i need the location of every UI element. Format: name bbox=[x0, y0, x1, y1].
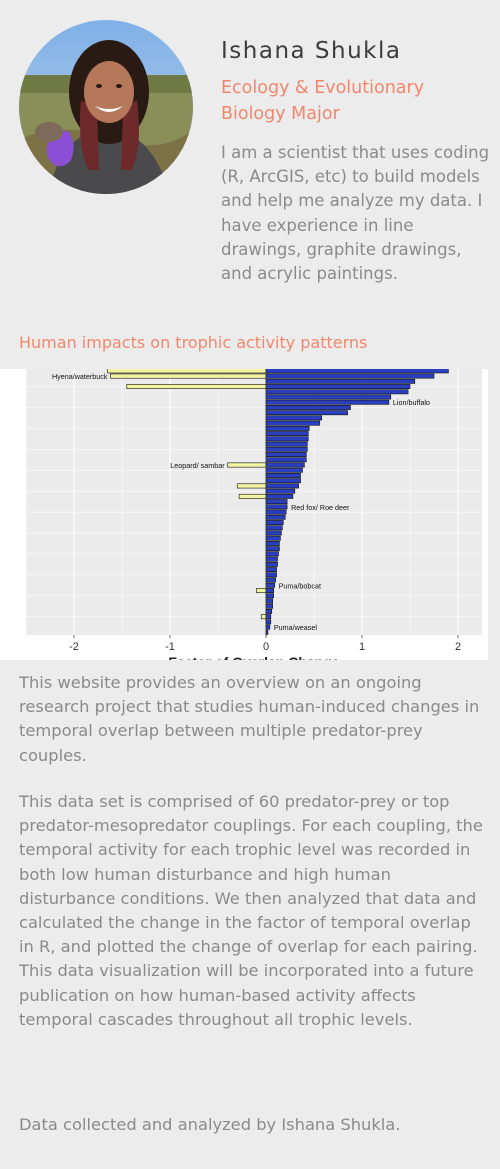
bar-positive bbox=[265, 405, 351, 410]
bar-positive bbox=[265, 373, 435, 379]
chart-annotation: Red fox/ Roe deer bbox=[291, 503, 350, 512]
bar-negative bbox=[227, 462, 267, 468]
bar-positive bbox=[265, 493, 294, 499]
bar-positive bbox=[265, 520, 284, 525]
bar-positive bbox=[265, 384, 411, 389]
chart-annotation: Puma/bobcat bbox=[279, 581, 321, 590]
bar-positive bbox=[265, 420, 321, 426]
bar-positive bbox=[265, 609, 273, 614]
chart-annotation: Puma/weasel bbox=[274, 623, 318, 632]
x-tick-label: -2 bbox=[69, 641, 79, 653]
bar-positive bbox=[265, 378, 416, 384]
bar-positive bbox=[265, 457, 307, 463]
bar-positive bbox=[265, 556, 278, 562]
profile-name: Ishana Shukla bbox=[221, 38, 402, 64]
bar-positive bbox=[265, 410, 348, 416]
bar-positive bbox=[265, 551, 279, 557]
x-tick-label: -1 bbox=[165, 641, 175, 653]
bar-positive bbox=[265, 483, 299, 489]
bar-positive bbox=[265, 624, 271, 630]
bar-positive bbox=[265, 415, 322, 421]
bar-positive bbox=[265, 525, 283, 531]
bar-positive bbox=[265, 603, 274, 609]
chart-annotation: Hyena/waterbuck bbox=[52, 372, 108, 381]
x-tick-label: 0 bbox=[263, 641, 269, 653]
bar-positive bbox=[265, 514, 286, 520]
bar-negative bbox=[126, 384, 267, 389]
bar-negative bbox=[256, 588, 267, 593]
bar-positive bbox=[265, 425, 310, 431]
profile-bio: I am a scientist that uses coding (R, Ar… bbox=[221, 143, 490, 284]
x-tick-label: 1 bbox=[359, 641, 365, 653]
profile-photo-illustration bbox=[19, 20, 193, 194]
bar-positive bbox=[265, 535, 281, 541]
chart-annotation: Lion/buffalo bbox=[393, 398, 430, 407]
bar-positive bbox=[265, 467, 303, 473]
bar-positive bbox=[265, 588, 274, 593]
bar-positive bbox=[265, 582, 275, 588]
bar-positive bbox=[265, 441, 308, 447]
chart-section-title: Human impacts on trophic activity patter… bbox=[19, 333, 368, 352]
bar-positive bbox=[265, 389, 409, 395]
bar-positive bbox=[265, 619, 272, 625]
bar-negative bbox=[238, 493, 267, 499]
bar-positive bbox=[265, 436, 309, 442]
x-tick-label: 2 bbox=[455, 641, 461, 653]
bar-negative bbox=[110, 373, 267, 379]
plot-background bbox=[26, 369, 482, 635]
bar-positive bbox=[265, 530, 282, 536]
bar-positive bbox=[265, 399, 390, 405]
bar-positive bbox=[265, 541, 280, 546]
overlap-chart-svg: Lion/reedbuck Hyena/waterbuck Lion/buffalo… bbox=[25, 369, 488, 660]
bar-positive bbox=[265, 452, 307, 457]
bar-positive bbox=[265, 546, 280, 552]
bar-positive bbox=[265, 567, 277, 573]
bar-positive bbox=[265, 478, 301, 484]
overlap-chart: Lion/reedbuck Hyena/waterbuck Lion/buffalo… bbox=[0, 369, 488, 660]
bar-positive bbox=[265, 394, 392, 400]
data-credit: Data collected and analyzed by Ishana Sh… bbox=[19, 1115, 401, 1134]
bar-positive bbox=[265, 577, 276, 583]
bar-negative bbox=[260, 614, 267, 620]
description-paragraph-1: This website provides an overview on an … bbox=[19, 673, 480, 765]
bar-positive bbox=[265, 614, 272, 620]
bar-positive bbox=[265, 473, 301, 478]
bar-positive bbox=[265, 431, 309, 437]
bar-positive bbox=[265, 561, 278, 567]
bar-positive bbox=[265, 446, 308, 452]
bar-positive bbox=[265, 462, 305, 468]
chart-annotation: Leopard/ sambar bbox=[170, 461, 225, 470]
bar-positive bbox=[265, 598, 274, 604]
description-paragraph-2: This data set is comprised of 60 predato… bbox=[19, 792, 483, 1029]
bar-positive bbox=[265, 499, 288, 505]
bar-positive bbox=[265, 593, 274, 599]
bar-positive bbox=[265, 572, 277, 578]
bar-negative bbox=[107, 369, 267, 374]
profile-major: Ecology & Evolutionary Biology Major bbox=[221, 78, 425, 124]
profile-photo bbox=[19, 20, 193, 194]
bar-positive bbox=[265, 488, 296, 494]
chart-annotation: Lion/reedbuck bbox=[462, 369, 488, 371]
bar-positive bbox=[265, 504, 288, 510]
bar-positive bbox=[265, 369, 449, 374]
bar-positive bbox=[265, 509, 287, 515]
bar-negative bbox=[236, 483, 267, 489]
x-axis-label: Factor of Overlap Change bbox=[168, 654, 339, 660]
